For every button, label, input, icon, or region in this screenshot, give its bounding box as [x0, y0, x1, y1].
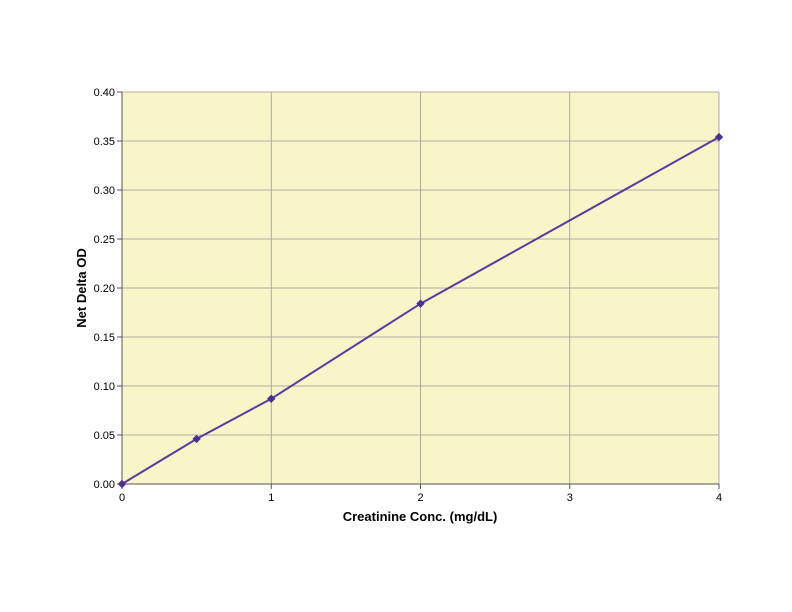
y-axis-title: Net Delta OD: [74, 248, 89, 327]
data-point-marker: [117, 479, 127, 489]
y-tick-label: 0.00: [94, 479, 115, 491]
x-axis-title: Creatinine Conc. (mg/dL): [343, 509, 498, 524]
x-tick-label: 3: [567, 492, 573, 504]
y-tick-label: 0.40: [94, 87, 115, 99]
data-point-marker: [267, 394, 276, 403]
data-points: [117, 132, 724, 489]
data-point-marker: [416, 299, 425, 308]
y-tick-label: 0.25: [94, 234, 115, 246]
x-tick-label: 0: [119, 492, 125, 504]
y-tick-label: 0.30: [94, 185, 115, 197]
y-axis-ticks: 0.00 0.05 0.10 0.15 0.20 0.25 0.30 0.35 0.40: [94, 87, 122, 491]
x-axis-ticks: 0 1 2 3 4: [119, 484, 722, 504]
x-tick-label: 4: [716, 492, 722, 504]
y-tick-label: 0.10: [94, 381, 115, 393]
data-point-marker: [714, 132, 724, 142]
x-tick-label: 1: [268, 492, 274, 504]
x-tick-label: 2: [417, 492, 423, 504]
y-tick-label: 0.35: [94, 136, 115, 148]
y-tick-label: 0.05: [94, 430, 115, 442]
y-tick-label: 0.15: [94, 332, 115, 344]
y-tick-label: 0.20: [94, 283, 115, 295]
data-point-marker: [192, 434, 201, 444]
